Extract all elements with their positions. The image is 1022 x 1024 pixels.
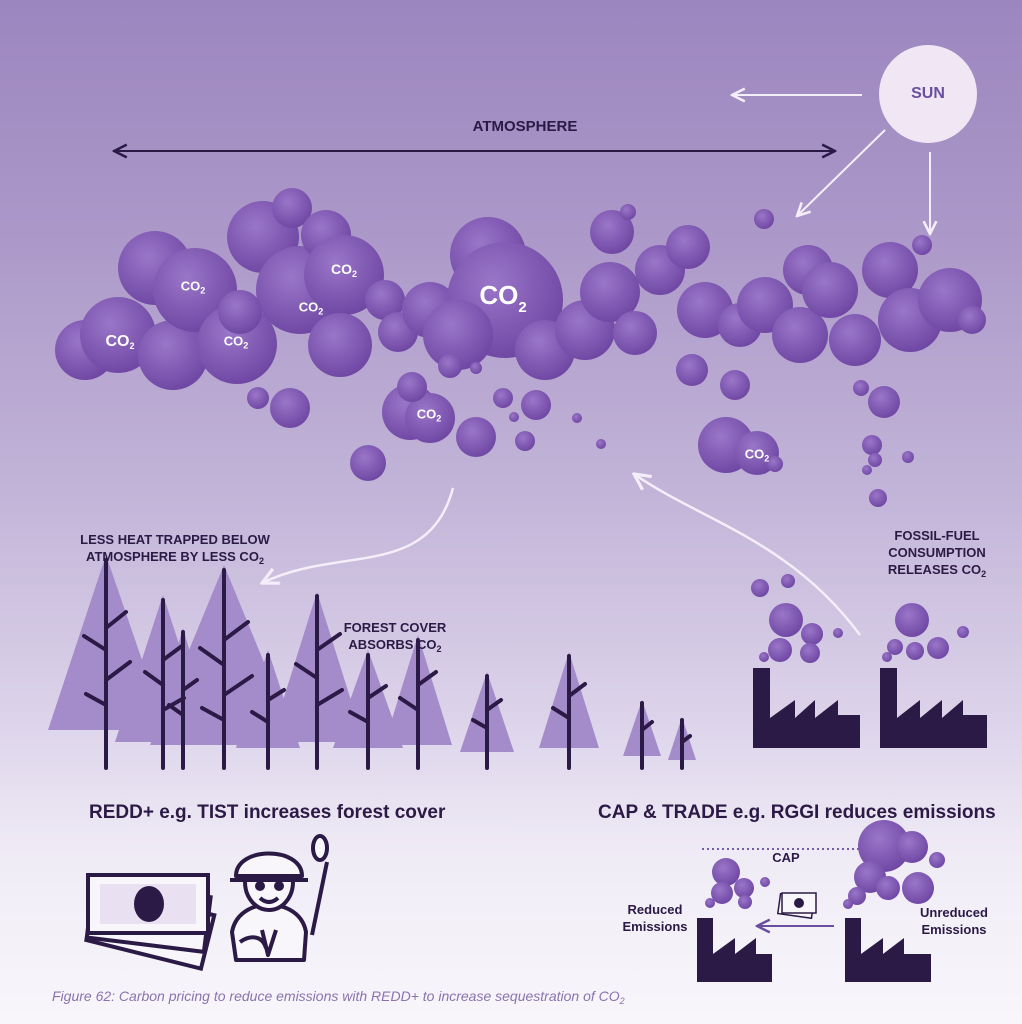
cloud-icon: [55, 188, 986, 507]
co2-label: CO2: [180, 278, 206, 296]
cap-trade-heading: CAP & TRADE e.g. RGGI reduces emissions: [598, 802, 996, 823]
factory-icon: [697, 918, 931, 982]
tree-trunks: [82, 558, 692, 770]
arrow-icon: [262, 487, 455, 583]
sun-label: SUN: [911, 85, 945, 102]
farmer-icon: [230, 834, 329, 962]
smoke: [751, 574, 969, 663]
forest-absorbs-label: FOREST COVER ABSORBS CO2: [343, 620, 447, 654]
sun-rays: [732, 95, 930, 234]
smoke: [705, 820, 945, 909]
banknote-icon: [776, 892, 817, 920]
less-heat-label: LESS HEAT TRAPPED BELOW ATMOSPHERE BY LE…: [80, 532, 270, 566]
co2-label: CO2: [416, 406, 442, 424]
co2-label: CO2: [223, 333, 249, 351]
co2-label-large: CO2: [479, 280, 527, 316]
forest: [48, 555, 696, 770]
banknote-icon: [84, 873, 217, 972]
sun-icon: SUN: [879, 45, 977, 143]
co2-label: CO2: [330, 261, 358, 279]
factory-icon: [753, 668, 987, 748]
figure-caption: Figure 62: Carbon pricing to reduce emis…: [52, 988, 625, 1006]
fossil-fuel-label: FOSSIL-FUEL CONSUMPTION RELEASES CO2: [887, 528, 987, 579]
cap-label: CAP: [772, 850, 800, 865]
co2-label: CO2: [298, 299, 324, 317]
co2-label: CO2: [105, 333, 135, 351]
redd-heading: REDD+ e.g. TIST increases forest cover: [89, 802, 446, 823]
co2-label: CO2: [744, 446, 770, 464]
unreduced-emissions-label: Unreduced Emissions: [920, 905, 988, 937]
reduced-emissions-label: Reduced Emissions: [622, 902, 688, 934]
arrow-icon: [634, 474, 862, 636]
arrow-icon: [797, 129, 886, 216]
atmosphere-label: ATMOSPHERE: [472, 118, 578, 135]
